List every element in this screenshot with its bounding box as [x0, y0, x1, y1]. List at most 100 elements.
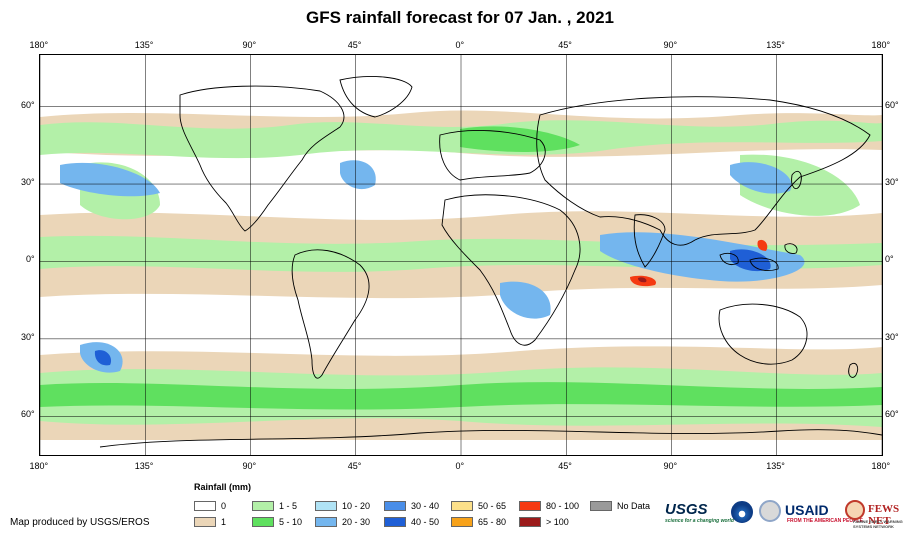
- latitude-label: 30°: [885, 331, 899, 342]
- longitude-label: 180°: [871, 461, 891, 471]
- asia-outline: [536, 96, 871, 246]
- legend-label: 10 - 20: [342, 501, 371, 511]
- legend-item: 0: [194, 500, 226, 512]
- legend-label: 1 - 5: [279, 501, 298, 511]
- usaid-logo: USAID: [785, 502, 829, 518]
- legend-label: 65 - 80: [478, 517, 507, 527]
- legend-item: 1 - 5: [252, 500, 297, 512]
- latitude-label: 60°: [21, 409, 35, 420]
- longitude-label: 0°: [455, 461, 465, 471]
- europe-outline: [439, 129, 546, 181]
- legend-label: 50 - 65: [478, 501, 507, 511]
- longitude-label: 45°: [558, 40, 572, 50]
- latitude-label: 30°: [21, 331, 35, 342]
- longitude-label: 135°: [134, 461, 154, 471]
- longitude-label: 135°: [134, 40, 154, 50]
- rain-zone-over100: [638, 277, 647, 283]
- rain-zone-80to100: [757, 239, 768, 251]
- africa-outline: [441, 194, 581, 346]
- legend-label: 40 - 50: [411, 517, 440, 527]
- south-america-outline: [291, 249, 370, 379]
- graticule: [40, 55, 882, 455]
- legend-item: 1: [194, 516, 226, 528]
- north-america-outline: [179, 85, 345, 232]
- legend-item: 50 - 65: [451, 500, 506, 512]
- rain-zone-20to30: [60, 162, 160, 197]
- southeast-asia-islands-outline: [719, 243, 798, 271]
- latitude-label: 0°: [885, 254, 894, 265]
- legend-swatch: [451, 501, 473, 511]
- fews-net-logo: FEWS NET: [868, 503, 900, 527]
- legend-swatch: [451, 517, 473, 527]
- rainfall-map[interactable]: [39, 54, 883, 456]
- india-outline: [633, 214, 666, 268]
- japan-outline: [791, 171, 802, 189]
- fews-net-tagline: FAMINE EARLY WARNING SYSTEMS NETWORK: [853, 519, 903, 529]
- legend-swatch: [590, 501, 612, 511]
- longitude-label: 45°: [347, 461, 362, 471]
- usaid-seal-icon: [759, 500, 781, 522]
- legend-label: 80 - 100: [546, 501, 580, 511]
- continent-outlines: [99, 76, 882, 448]
- longitude-label: 180°: [871, 40, 891, 50]
- longitude-label: 90°: [663, 461, 678, 471]
- longitude-label: 90°: [663, 40, 678, 50]
- legend-title: Rainfall (mm): [194, 482, 252, 492]
- legend-label: 1: [221, 517, 227, 527]
- legend-swatch: [252, 517, 274, 527]
- legend-swatch: [519, 517, 541, 527]
- latitude-label: 30°: [885, 177, 899, 188]
- antarctica-outline: [99, 429, 882, 448]
- longitude-label: 135°: [766, 461, 785, 471]
- legend-label: 20 - 30: [342, 517, 371, 527]
- longitude-label: 180°: [29, 40, 49, 50]
- latitude-label: 30°: [21, 177, 35, 188]
- rain-zone-20to30: [340, 160, 376, 190]
- longitude-label: 90°: [242, 461, 257, 471]
- legend-label: 5 - 10: [279, 517, 303, 527]
- legend-item: 10 - 20: [315, 500, 370, 512]
- legend-swatch: [384, 517, 406, 527]
- longitude-label: 135°: [766, 40, 785, 50]
- legend-item: 30 - 40: [384, 500, 439, 512]
- longitude-label: 90°: [242, 40, 257, 50]
- legend-item: 20 - 30: [315, 516, 370, 528]
- latitude-label: 60°: [885, 409, 899, 420]
- legend-swatch: [315, 501, 337, 511]
- longitude-label: 45°: [558, 461, 572, 471]
- australia-outline: [718, 303, 808, 365]
- partner-logos: USGS science for a changing world USAID …: [663, 497, 913, 529]
- legend-swatch: [384, 501, 406, 511]
- greenland-outline: [339, 76, 413, 118]
- legend-item: 40 - 50: [384, 516, 439, 528]
- legend-swatch: [315, 517, 337, 527]
- legend-label: > 100: [546, 517, 569, 527]
- legend-label: No Data: [617, 501, 651, 511]
- usgs-tagline: science for a changing world: [665, 518, 734, 524]
- legend-swatch: [519, 501, 541, 511]
- noaa-logo-icon: [731, 501, 753, 523]
- longitude-label: 0°: [455, 40, 465, 50]
- usaid-tagline: FROM THE AMERICAN PEOPLE: [787, 518, 863, 524]
- map-title: GFS rainfall forecast for 07 Jan. , 2021: [305, 8, 615, 27]
- fews-net-globe-icon: [845, 500, 865, 520]
- longitude-label: 45°: [347, 40, 362, 50]
- usgs-logo: USGS: [665, 501, 708, 518]
- rain-zone-20to30: [500, 281, 551, 319]
- latitude-label: 60°: [885, 99, 899, 110]
- legend-item: 5 - 10: [252, 516, 302, 528]
- longitude-label: 180°: [29, 461, 49, 471]
- rain-zone-20to30: [730, 162, 792, 194]
- new-zealand-outline: [848, 362, 859, 378]
- latitude-label: 60°: [21, 99, 35, 110]
- legend-swatch: [194, 501, 216, 511]
- rainfall-map-canvas: [40, 55, 882, 455]
- rain-zone-40to50: [94, 350, 112, 366]
- rain-zone-5to10: [460, 126, 580, 152]
- legend-swatch: [252, 501, 274, 511]
- legend-label: 0: [221, 501, 227, 511]
- legend-swatch: [194, 517, 216, 527]
- legend-label: 30 - 40: [411, 501, 440, 511]
- latitude-label: 0°: [26, 254, 35, 265]
- legend-item: 65 - 80: [451, 516, 506, 528]
